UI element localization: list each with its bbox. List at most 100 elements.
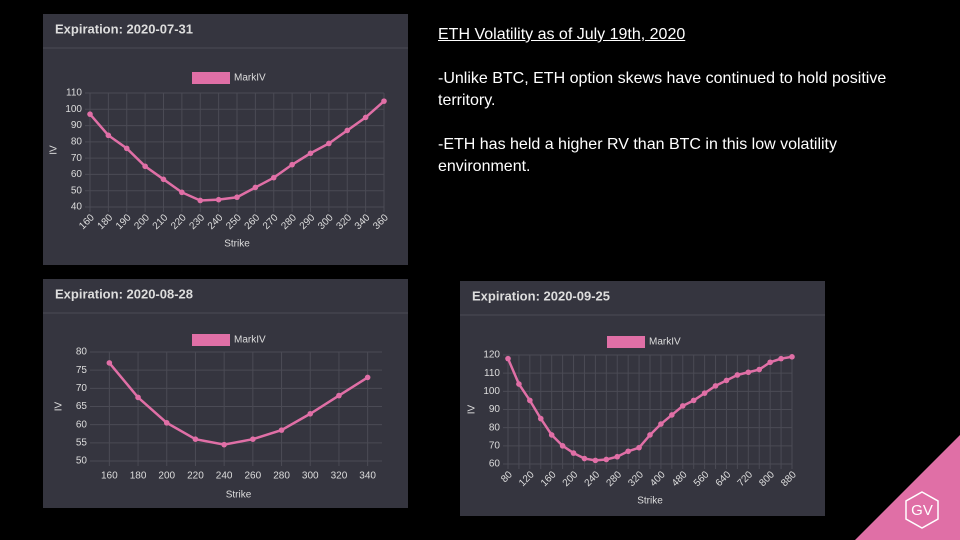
data-point	[336, 392, 342, 399]
data-point	[516, 381, 522, 387]
legend-label: MarkIV	[234, 73, 266, 84]
data-point	[252, 184, 259, 191]
data-point	[278, 427, 285, 433]
data-point	[690, 397, 697, 404]
y-tick-label: 90	[71, 120, 83, 131]
data-point	[767, 359, 773, 366]
data-point	[215, 196, 222, 203]
y-tick-label: 75	[76, 365, 88, 376]
data-point	[603, 456, 610, 463]
data-point	[105, 132, 112, 139]
data-point	[527, 397, 533, 404]
data-point	[142, 163, 148, 170]
y-tick-label: 50	[76, 456, 88, 467]
data-point	[581, 455, 588, 462]
data-point	[179, 189, 185, 196]
y-tick-label: 60	[489, 459, 501, 470]
data-point	[135, 394, 141, 401]
x-tick-label: 340	[359, 471, 376, 482]
data-point	[559, 443, 566, 449]
data-point	[326, 140, 332, 147]
series-line	[108, 362, 369, 446]
data-point	[745, 369, 752, 376]
y-tick-label: 60	[71, 169, 83, 180]
x-axis-label: Strike	[637, 496, 663, 507]
data-point	[592, 457, 599, 464]
x-tick-label: 200	[158, 471, 175, 482]
data-point	[307, 410, 314, 417]
legend-swatch	[192, 334, 230, 346]
data-point	[270, 174, 277, 181]
logo-corner	[855, 435, 960, 540]
data-point	[123, 145, 130, 152]
text-block: ETH Volatility as of July 19th, 2020 -Un…	[438, 24, 898, 200]
data-point	[734, 372, 741, 378]
logo-hexagon	[905, 491, 939, 529]
data-point	[221, 441, 227, 448]
legend-label: MarkIV	[649, 337, 681, 348]
legend-label: MarkIV	[234, 335, 266, 346]
data-point	[250, 436, 256, 443]
data-point	[344, 127, 351, 134]
data-point	[537, 415, 544, 422]
x-tick-label: 260	[245, 471, 262, 482]
data-point	[614, 453, 621, 460]
legend-swatch	[607, 336, 645, 348]
data-point	[756, 366, 763, 373]
y-tick-label: 90	[489, 404, 501, 415]
data-point	[658, 421, 664, 427]
data-point	[505, 355, 511, 362]
y-tick-label: 50	[71, 185, 83, 196]
x-tick-label: 320	[331, 471, 348, 482]
data-point	[789, 354, 795, 360]
chart-title: Expiration: 2020-09-25	[472, 288, 610, 303]
data-point	[289, 161, 295, 168]
data-point	[712, 383, 719, 389]
y-tick-label: 80	[489, 422, 501, 433]
x-tick-label: 280	[273, 471, 290, 482]
data-point	[778, 355, 784, 362]
y-tick-label: 40	[71, 202, 83, 213]
y-tick-label: 110	[66, 88, 82, 99]
y-tick-label: 80	[71, 136, 83, 147]
x-tick-label: 180	[130, 471, 147, 482]
y-tick-label: 80	[76, 347, 88, 358]
legend-swatch	[192, 72, 230, 84]
y-axis-label: IV	[467, 404, 478, 414]
y-tick-label: 120	[483, 350, 500, 361]
x-tick-label: 240	[216, 471, 233, 482]
y-tick-label: 70	[71, 153, 83, 164]
bullet: -Unlike BTC, ETH option skews have conti…	[438, 70, 887, 109]
data-point	[701, 390, 708, 396]
data-point	[362, 114, 369, 121]
chart-panel	[460, 281, 825, 516]
data-point	[106, 360, 113, 366]
y-axis-label: IV	[54, 401, 65, 411]
data-point	[381, 98, 387, 104]
logo-text: GV	[911, 502, 933, 519]
y-tick-label: 110	[484, 368, 500, 379]
data-point	[636, 444, 642, 451]
x-tick-label: 160	[101, 471, 118, 482]
y-tick-label: 55	[76, 437, 88, 448]
data-point	[548, 432, 555, 438]
data-point	[625, 448, 631, 455]
chart-title: Expiration: 2020-07-31	[55, 21, 193, 36]
chart-title: Expiration: 2020-08-28	[55, 286, 193, 301]
heading: ETH Volatility as of July 19th, 2020	[438, 26, 686, 43]
x-tick-label: 300	[302, 471, 319, 482]
data-point	[669, 412, 675, 418]
y-tick-label: 65	[76, 401, 88, 412]
data-point	[723, 377, 730, 384]
data-point	[647, 432, 653, 438]
data-point	[163, 420, 170, 426]
data-point	[234, 194, 240, 201]
y-tick-label: 70	[76, 383, 88, 394]
data-point	[160, 176, 167, 183]
y-tick-label: 60	[76, 419, 88, 430]
x-axis-label: Strike	[226, 490, 252, 501]
data-point	[87, 111, 93, 117]
y-tick-label: 70	[489, 440, 501, 451]
